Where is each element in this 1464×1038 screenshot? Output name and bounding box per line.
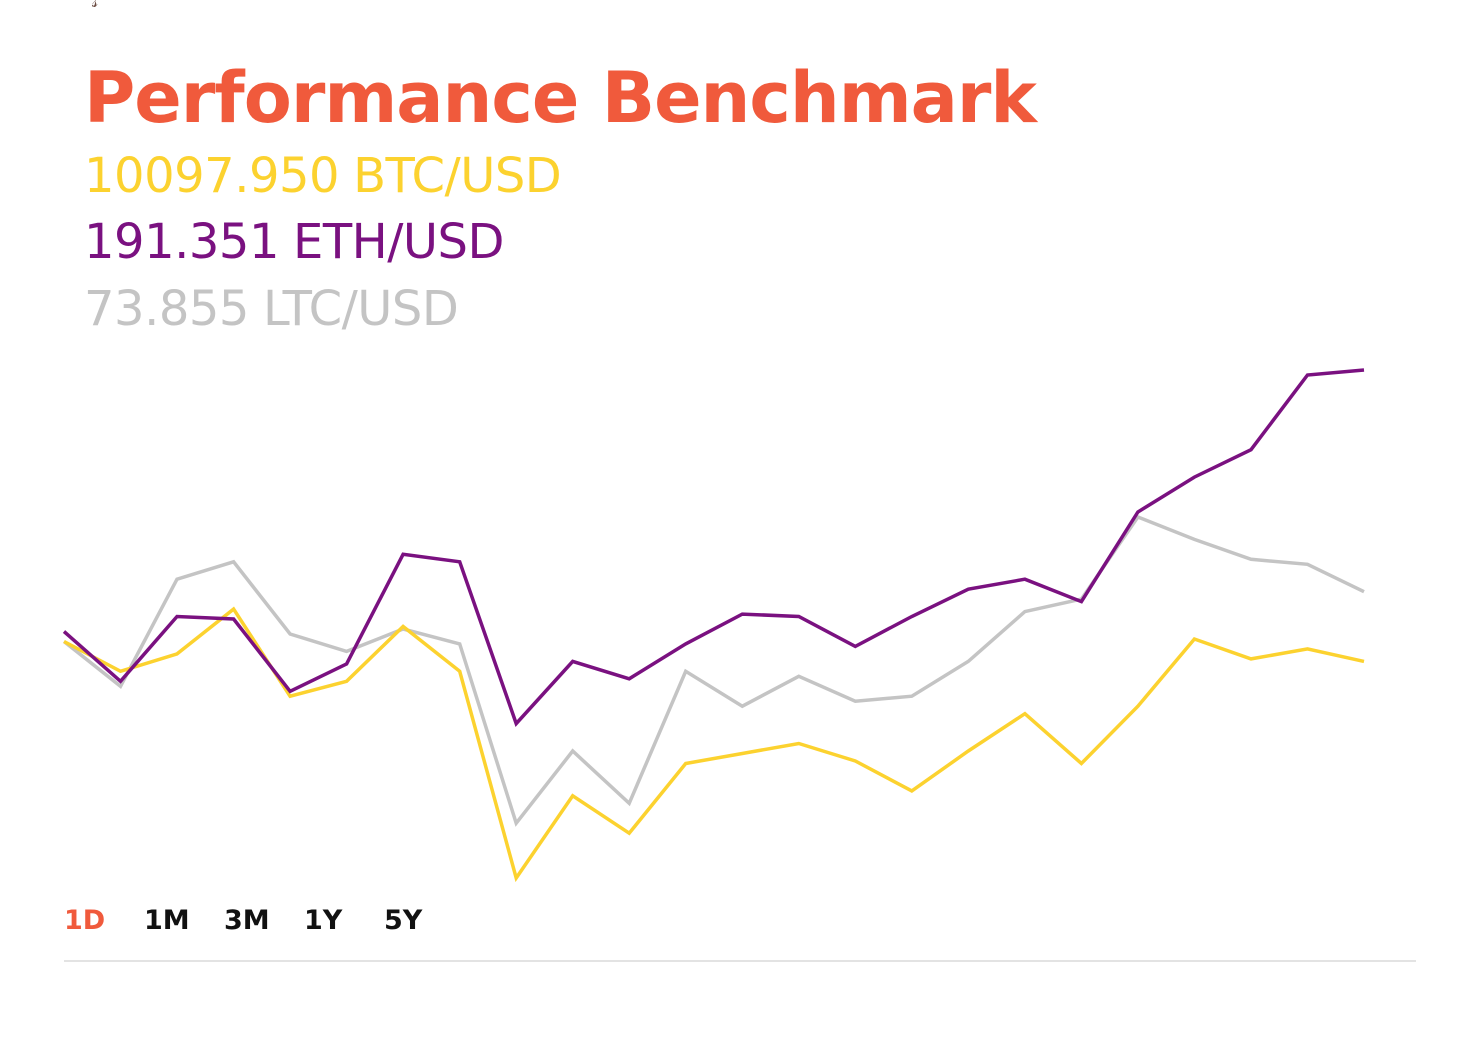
range-3m-button[interactable]: 3M bbox=[224, 903, 270, 939]
top-edge-glyph: 𝓈 bbox=[92, 0, 98, 11]
ticker-eth: 191.351 ETH/USD bbox=[84, 212, 504, 272]
ticker-ltc: 73.855 LTC/USD bbox=[84, 279, 459, 339]
ticker-eth-value: 191.351 bbox=[84, 214, 280, 270]
range-5y-button[interactable]: 5Y bbox=[384, 903, 422, 939]
range-1y-button[interactable]: 1Y bbox=[304, 903, 342, 939]
page-title: Performance Benchmark bbox=[84, 57, 1037, 139]
range-1m-button[interactable]: 1M bbox=[144, 903, 190, 939]
ticker-ltc-value: 73.855 bbox=[84, 281, 249, 337]
series-ltc bbox=[62, 514, 1365, 827]
series-line-eth bbox=[62, 368, 1365, 727]
ticker-btc-pair: BTC/USD bbox=[353, 148, 562, 204]
ticker-eth-pair: ETH/USD bbox=[293, 214, 504, 270]
range-1d-button[interactable]: 1D bbox=[64, 903, 105, 939]
series-line-ltc bbox=[62, 514, 1365, 827]
series-eth bbox=[62, 368, 1365, 727]
ticker-ltc-pair: LTC/USD bbox=[262, 281, 459, 337]
ticker-btc-value: 10097.950 bbox=[84, 148, 340, 204]
ticker-btc: 10097.950 BTC/USD bbox=[84, 146, 562, 206]
divider bbox=[64, 960, 1416, 962]
